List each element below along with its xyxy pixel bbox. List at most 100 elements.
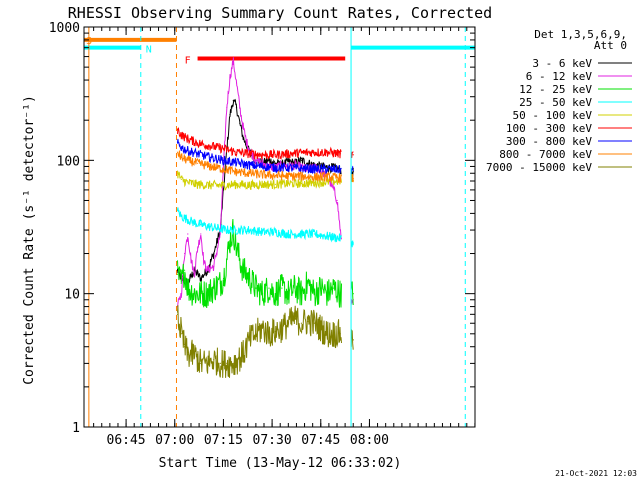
series-3-point-11: [274, 231, 276, 233]
series-8-point-13: [245, 346, 247, 348]
series-2-point-24: [300, 293, 302, 295]
series-8-point-25: [320, 327, 322, 329]
series-1-point-20: [248, 149, 251, 151]
series-8-point-10: [232, 362, 234, 364]
series-6-point-13: [326, 168, 328, 170]
series-5-point-0: [176, 129, 179, 131]
series-7-point-8: [261, 174, 264, 176]
flag-label-n: N: [146, 45, 152, 56]
series-2-point-6: [206, 293, 208, 295]
series-8-point-16: [261, 327, 264, 329]
series-4-point-12: [313, 182, 315, 184]
series-5-point-9: [274, 154, 276, 156]
series-2-point-20: [274, 293, 276, 295]
x-axis: 06:45 07:00 07:15 07:30 07:45 08:00: [93, 27, 476, 448]
series-3-point-18: [352, 242, 354, 244]
series-1-point-12: [222, 165, 225, 167]
series-1-point-34: [336, 199, 338, 202]
x-tick-label: 07:45: [301, 433, 340, 448]
series-2-point-30: [339, 293, 341, 295]
series-2-point-8: [219, 282, 221, 284]
series-4-point-8: [261, 183, 264, 185]
series-4-point-4: [209, 184, 212, 186]
series-0-point-20: [274, 162, 276, 164]
series-2-point-17: [255, 287, 257, 289]
series-4-point-2: [187, 182, 189, 184]
series-8-point-11: [239, 357, 241, 359]
series-3-point-16: [339, 237, 341, 239]
series-6-point-2: [187, 150, 189, 152]
series-6-point-1: [180, 146, 182, 148]
series-5-point-3: [197, 142, 199, 144]
series-2-point-25: [307, 282, 309, 284]
series-1-point-15: [232, 60, 234, 62]
series-8-point-3: [187, 353, 189, 356]
series-7-point-14: [339, 177, 341, 179]
series-7-point-13: [326, 176, 328, 178]
series-8-point-1: [180, 333, 182, 335]
series-6-point-10: [287, 167, 289, 169]
series-2-point-9: [222, 277, 225, 280]
series-1-point-2: [184, 252, 186, 255]
series-8-point-4: [193, 353, 195, 356]
series-8-point-21: [294, 318, 296, 320]
series-6-point-11: [300, 167, 302, 169]
series-4-point-9: [274, 183, 276, 185]
series-1-point-17: [239, 106, 241, 108]
series-0-point-25: [307, 162, 309, 164]
series-0-point-11: [232, 100, 234, 102]
series-4-point-3: [197, 183, 199, 185]
series-2-point-23: [294, 287, 296, 289]
series-5-point-7: [248, 153, 251, 155]
series-2-point-5: [200, 293, 202, 295]
series-8-point-22: [300, 322, 302, 324]
series-7-point-16: [352, 178, 354, 180]
series-0-point-22: [287, 160, 289, 163]
series-1-point-16: [235, 82, 238, 84]
series-2-point-0: [176, 273, 179, 275]
series-8-point-5: [200, 362, 202, 364]
series-4-point-7: [248, 184, 251, 186]
legend-entry-label: 25 - 50 keV: [519, 96, 592, 109]
series-3-point-15: [326, 235, 328, 237]
series-6-point-14: [339, 169, 341, 171]
series-5-point-5: [222, 148, 225, 150]
series-1-point-7: [200, 233, 202, 235]
series-1-point-14: [229, 76, 231, 78]
series-3-point-7: [226, 229, 228, 231]
series-4-point-10: [287, 182, 289, 185]
series-4-point-1: [180, 178, 182, 180]
series-2-point-13: [235, 247, 238, 249]
y-tick-label: 1: [72, 421, 80, 436]
series-0-point-24: [300, 159, 302, 161]
series-8-point-27: [333, 333, 335, 335]
flag-layer: SNF: [84, 36, 475, 67]
series-6-point-9: [274, 167, 276, 169]
series-1-point-13: [226, 106, 228, 108]
series-3-point-0: [176, 210, 179, 212]
legend-detector-info: Det 1,3,5,6,9,: [534, 28, 627, 41]
legend-entry-label: 50 - 100 keV: [513, 109, 593, 122]
series-7-point-2: [187, 159, 189, 161]
series-5-point-14: [339, 153, 341, 155]
series-0-point-12: [235, 106, 238, 108]
series-4-point-13: [326, 181, 328, 183]
series-6-point-3: [197, 153, 199, 155]
series-1-point-8: [203, 262, 205, 264]
y-tick-label: 10: [64, 288, 80, 303]
series-7-point-6: [235, 171, 238, 173]
series-5-point-2: [187, 138, 189, 140]
series-8-point-8: [219, 362, 221, 364]
series-2-point-22: [287, 293, 289, 295]
series-2-point-11: [229, 240, 231, 242]
legend-entry-label: 800 - 7000 keV: [499, 148, 592, 161]
series-7-point-12: [313, 176, 315, 178]
series-8-point-18: [274, 330, 276, 333]
series-1-point-9: [206, 269, 208, 271]
series-6-point-0: [176, 142, 179, 144]
y-tick-label: 1000: [49, 21, 80, 36]
legend-entry-label: 3 - 6 keV: [532, 57, 592, 70]
series-3-point-13: [300, 233, 302, 235]
